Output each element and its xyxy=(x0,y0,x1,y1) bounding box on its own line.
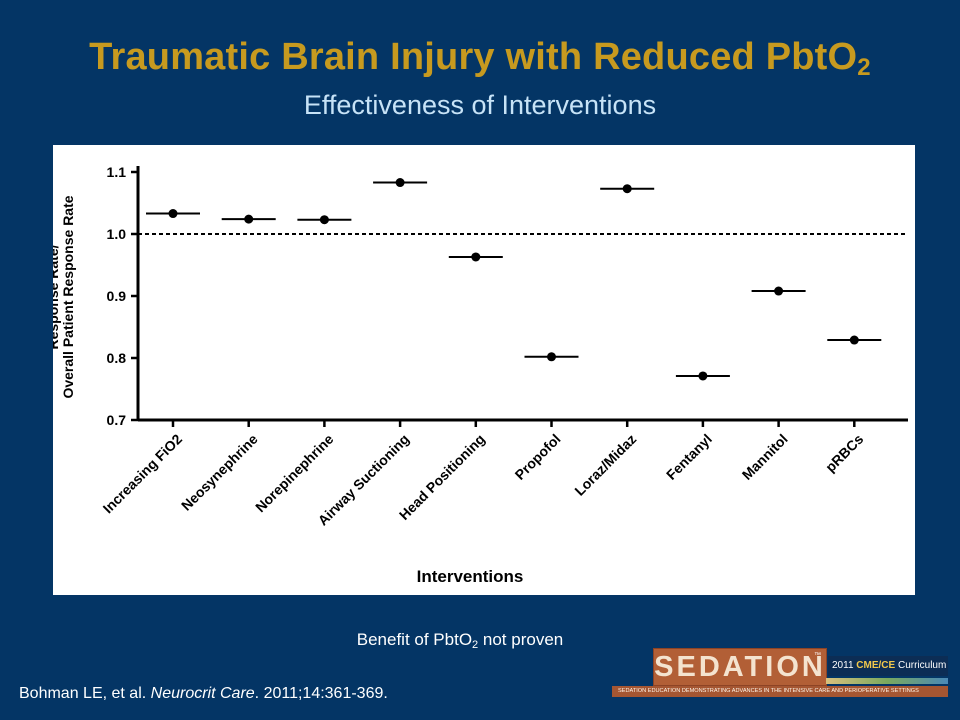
x-tick-label: Fentanyl xyxy=(663,431,715,483)
y-axis-label-line2: Overall Patient Response Rate xyxy=(60,195,76,398)
note-text: Benefit of PbtO xyxy=(356,630,473,649)
data-point xyxy=(319,215,329,225)
x-tick-label: Loraz/Midaz xyxy=(571,431,639,499)
y-tick-label: 0.7 xyxy=(107,412,127,428)
logo-curriculum-label: Curriculum xyxy=(895,660,947,671)
chart-panel: 0.7 0.8 0.9 1.0 1.1 Increasing FiO2 Neosynephr… xyxy=(53,145,915,595)
citation: Bohman LE, et al. Neurocrit Care. 2011;1… xyxy=(19,685,388,703)
logo-stripe xyxy=(826,678,948,684)
y-tick-label: 0.8 xyxy=(107,350,127,366)
title-text: Traumatic Brain Injury with Reduced PbtO xyxy=(89,36,858,78)
data-point xyxy=(395,178,405,188)
logo-trademark: ™ xyxy=(814,652,821,659)
y-tick-label: 0.9 xyxy=(107,288,127,304)
logo-box: SEDATION ™ xyxy=(653,648,827,686)
y-tick-label: 1.1 xyxy=(107,164,127,180)
logo-tagline: SEDATION EDUCATION DEMONSTRATING ADVANCE… xyxy=(612,686,948,697)
logo-curriculum: 2011 CME/CE Curriculum xyxy=(828,656,948,676)
logo-cme: CME/CE xyxy=(856,660,896,671)
chart: 0.7 0.8 0.9 1.0 1.1 Increasing FiO2Neosynephr… xyxy=(53,164,908,586)
benefit-note: Benefit of PbtO2 not proven xyxy=(0,630,920,651)
data-point xyxy=(244,214,254,224)
data-point xyxy=(774,286,784,296)
data-point xyxy=(622,184,632,194)
data-point xyxy=(698,371,708,381)
logo-year: 2011 xyxy=(832,660,857,671)
x-axis-label: Interventions xyxy=(417,567,524,586)
slide-title: Traumatic Brain Injury with Reduced PbtO… xyxy=(0,36,960,81)
data-point xyxy=(849,335,859,345)
x-tick-label: pRBCs xyxy=(822,431,866,475)
note-text-end: not proven xyxy=(478,630,564,649)
data-point xyxy=(471,252,481,262)
data-point xyxy=(547,352,556,362)
citation-journal: Neurocrit Care xyxy=(150,685,255,702)
citation-details: . 2011;14:361-369. xyxy=(254,685,388,702)
y-tick-label: 1.0 xyxy=(107,226,127,242)
x-tick-label: Propofol xyxy=(512,431,564,483)
y-axis-label-line1: Response Rate/ xyxy=(53,244,61,349)
note-subscript: 2 xyxy=(472,639,479,651)
x-tick-label: Neosynephrine xyxy=(178,431,261,514)
logo-name: SEDATION xyxy=(654,651,826,683)
x-tick-label: Norepinephrine xyxy=(252,431,337,516)
sedation-logo: SEDATION ™ 2011 CME/CE Curriculum SEDATI… xyxy=(612,648,948,700)
data-point xyxy=(168,209,178,219)
citation-authors: Bohman LE, et al. xyxy=(19,685,151,702)
x-tick-label: Increasing FiO2 xyxy=(100,431,186,517)
x-tick-label: Mannitol xyxy=(739,431,791,483)
slide-subtitle: Effectiveness of Interventions xyxy=(303,90,657,120)
title-subscript: 2 xyxy=(857,54,871,81)
